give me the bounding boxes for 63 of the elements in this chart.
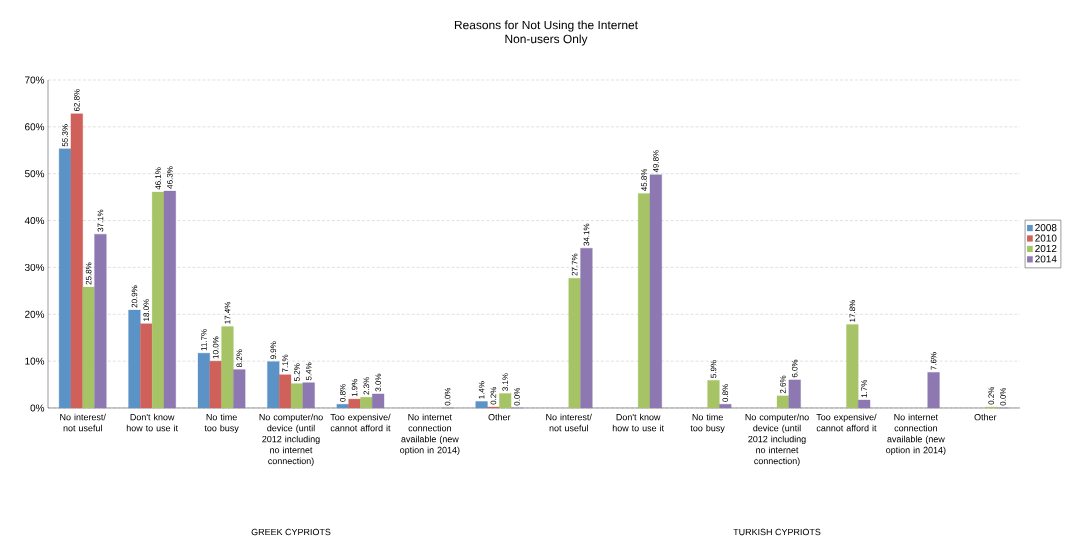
bar [348, 398, 361, 409]
bar [302, 382, 315, 409]
x-tick-label: No internet connection available (new option in 2014) [400, 413, 460, 455]
bar [209, 360, 222, 409]
legend-label: 2014 [1035, 255, 1057, 263]
bar [128, 309, 141, 409]
x-tick-label: Other [488, 413, 511, 421]
bar [233, 369, 246, 409]
x-tick-label: No interest/ not useful [546, 413, 592, 432]
x-tick-label: No computer/no device (until 2012 including no internet connection) [745, 413, 809, 466]
bar [580, 248, 593, 409]
x-tick-label: Don't know how to use it [126, 413, 178, 432]
bar [499, 393, 512, 409]
bar [163, 190, 176, 409]
bar [70, 113, 83, 409]
bar [927, 372, 940, 409]
x-tick-label: Other [974, 413, 997, 421]
bar [290, 383, 303, 409]
x-tick-label: No internet connection available (new option in 2014) [886, 413, 946, 455]
bar [58, 148, 72, 409]
y-tick-label: 40% [24, 217, 45, 225]
bar [649, 174, 662, 409]
bar [568, 278, 581, 409]
chart-title: Reasons for Not Using the Internet [454, 20, 638, 32]
x-tick-label: No time too busy [690, 413, 725, 434]
bar [788, 379, 801, 409]
bar [707, 380, 720, 409]
bar [336, 404, 349, 409]
bar [719, 404, 732, 409]
x-tick-label: Too expensive/ cannot afford it [330, 413, 391, 432]
bar [475, 401, 488, 409]
y-tick-label: 20% [25, 310, 45, 318]
y-tick-label: 10% [25, 357, 45, 365]
y-tick-label: 70% [25, 76, 45, 84]
chart-subtitle: Non-users Only [505, 34, 588, 46]
text: GREEK CYPRIOTS [251, 528, 331, 536]
bar [267, 361, 280, 409]
bar [858, 399, 871, 409]
bar [360, 397, 373, 409]
bar [776, 395, 789, 409]
x-tick-label: No interest/ not useful [60, 413, 106, 432]
x-tick-label: Don't know how to use it [612, 413, 664, 432]
bar [94, 234, 107, 409]
x-tick-label: No computer/no device (until 2012 including no internet connection) [259, 413, 323, 466]
bar [82, 286, 95, 409]
bar [279, 374, 292, 409]
text: TURKISH CYPRIOTS [733, 528, 821, 536]
bar [846, 324, 859, 409]
bar [140, 323, 153, 409]
y-tick-label: 0% [30, 404, 45, 412]
bar [372, 393, 385, 409]
legend-label: 2010 [1035, 234, 1057, 242]
bar [221, 326, 234, 409]
legend-label: 2012 [1035, 244, 1057, 253]
y-tick-label: 30% [24, 263, 45, 271]
bar [638, 193, 651, 409]
legend-label: 2008 [1035, 224, 1057, 232]
x-tick-label: Too expensive/ cannot afford it [816, 413, 877, 432]
y-tick-label: 50% [24, 170, 45, 178]
bar [152, 191, 165, 409]
bar [197, 353, 210, 409]
x-tick-label: No time too busy [204, 413, 239, 434]
y-tick-label: 60% [25, 123, 45, 131]
